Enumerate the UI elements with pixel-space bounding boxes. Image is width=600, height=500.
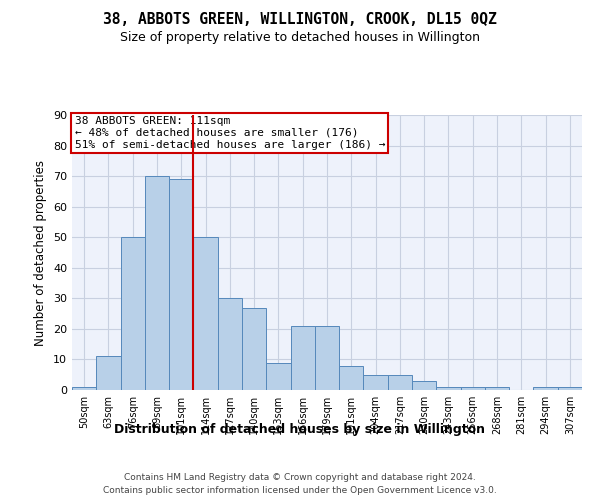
Bar bbox=[218, 298, 242, 390]
Bar bbox=[96, 356, 121, 390]
Text: Size of property relative to detached houses in Willington: Size of property relative to detached ho… bbox=[120, 31, 480, 44]
Bar bbox=[242, 308, 266, 390]
Text: 38 ABBOTS GREEN: 111sqm
← 48% of detached houses are smaller (176)
51% of semi-d: 38 ABBOTS GREEN: 111sqm ← 48% of detache… bbox=[74, 116, 385, 150]
Text: Contains public sector information licensed under the Open Government Licence v3: Contains public sector information licen… bbox=[103, 486, 497, 495]
Bar bbox=[145, 176, 169, 390]
Bar bbox=[315, 326, 339, 390]
Bar bbox=[558, 387, 582, 390]
Bar bbox=[169, 179, 193, 390]
Bar bbox=[388, 374, 412, 390]
Text: 38, ABBOTS GREEN, WILLINGTON, CROOK, DL15 0QZ: 38, ABBOTS GREEN, WILLINGTON, CROOK, DL1… bbox=[103, 12, 497, 28]
Bar bbox=[485, 387, 509, 390]
Bar bbox=[461, 387, 485, 390]
Bar bbox=[72, 387, 96, 390]
Bar bbox=[436, 387, 461, 390]
Bar bbox=[533, 387, 558, 390]
Bar bbox=[266, 362, 290, 390]
Bar bbox=[364, 374, 388, 390]
Bar bbox=[412, 381, 436, 390]
Bar bbox=[121, 237, 145, 390]
Bar bbox=[339, 366, 364, 390]
Text: Contains HM Land Registry data © Crown copyright and database right 2024.: Contains HM Land Registry data © Crown c… bbox=[124, 472, 476, 482]
Bar bbox=[290, 326, 315, 390]
Bar bbox=[193, 237, 218, 390]
Text: Distribution of detached houses by size in Willington: Distribution of detached houses by size … bbox=[115, 422, 485, 436]
Y-axis label: Number of detached properties: Number of detached properties bbox=[34, 160, 47, 346]
